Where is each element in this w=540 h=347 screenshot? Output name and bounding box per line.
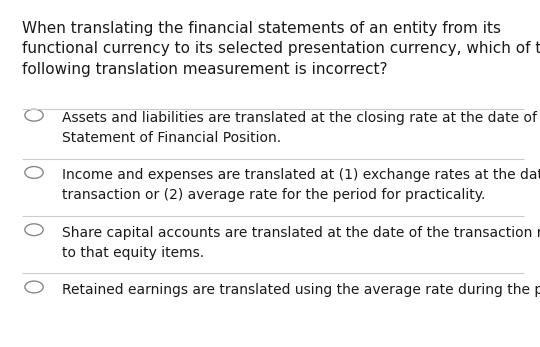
Text: Assets and liabilities are translated at the closing rate at the date of
Stateme: Assets and liabilities are translated at… [62, 111, 537, 145]
Text: Income and expenses are translated at (1) exchange rates at the date of the
tran: Income and expenses are translated at (1… [62, 168, 540, 202]
Text: Retained earnings are translated using the average rate during the period.: Retained earnings are translated using t… [62, 283, 540, 297]
Text: Share capital accounts are translated at the date of the transaction resulting
t: Share capital accounts are translated at… [62, 226, 540, 260]
Text: When translating the financial statements of an entity from its
functional curre: When translating the financial statement… [22, 21, 540, 77]
